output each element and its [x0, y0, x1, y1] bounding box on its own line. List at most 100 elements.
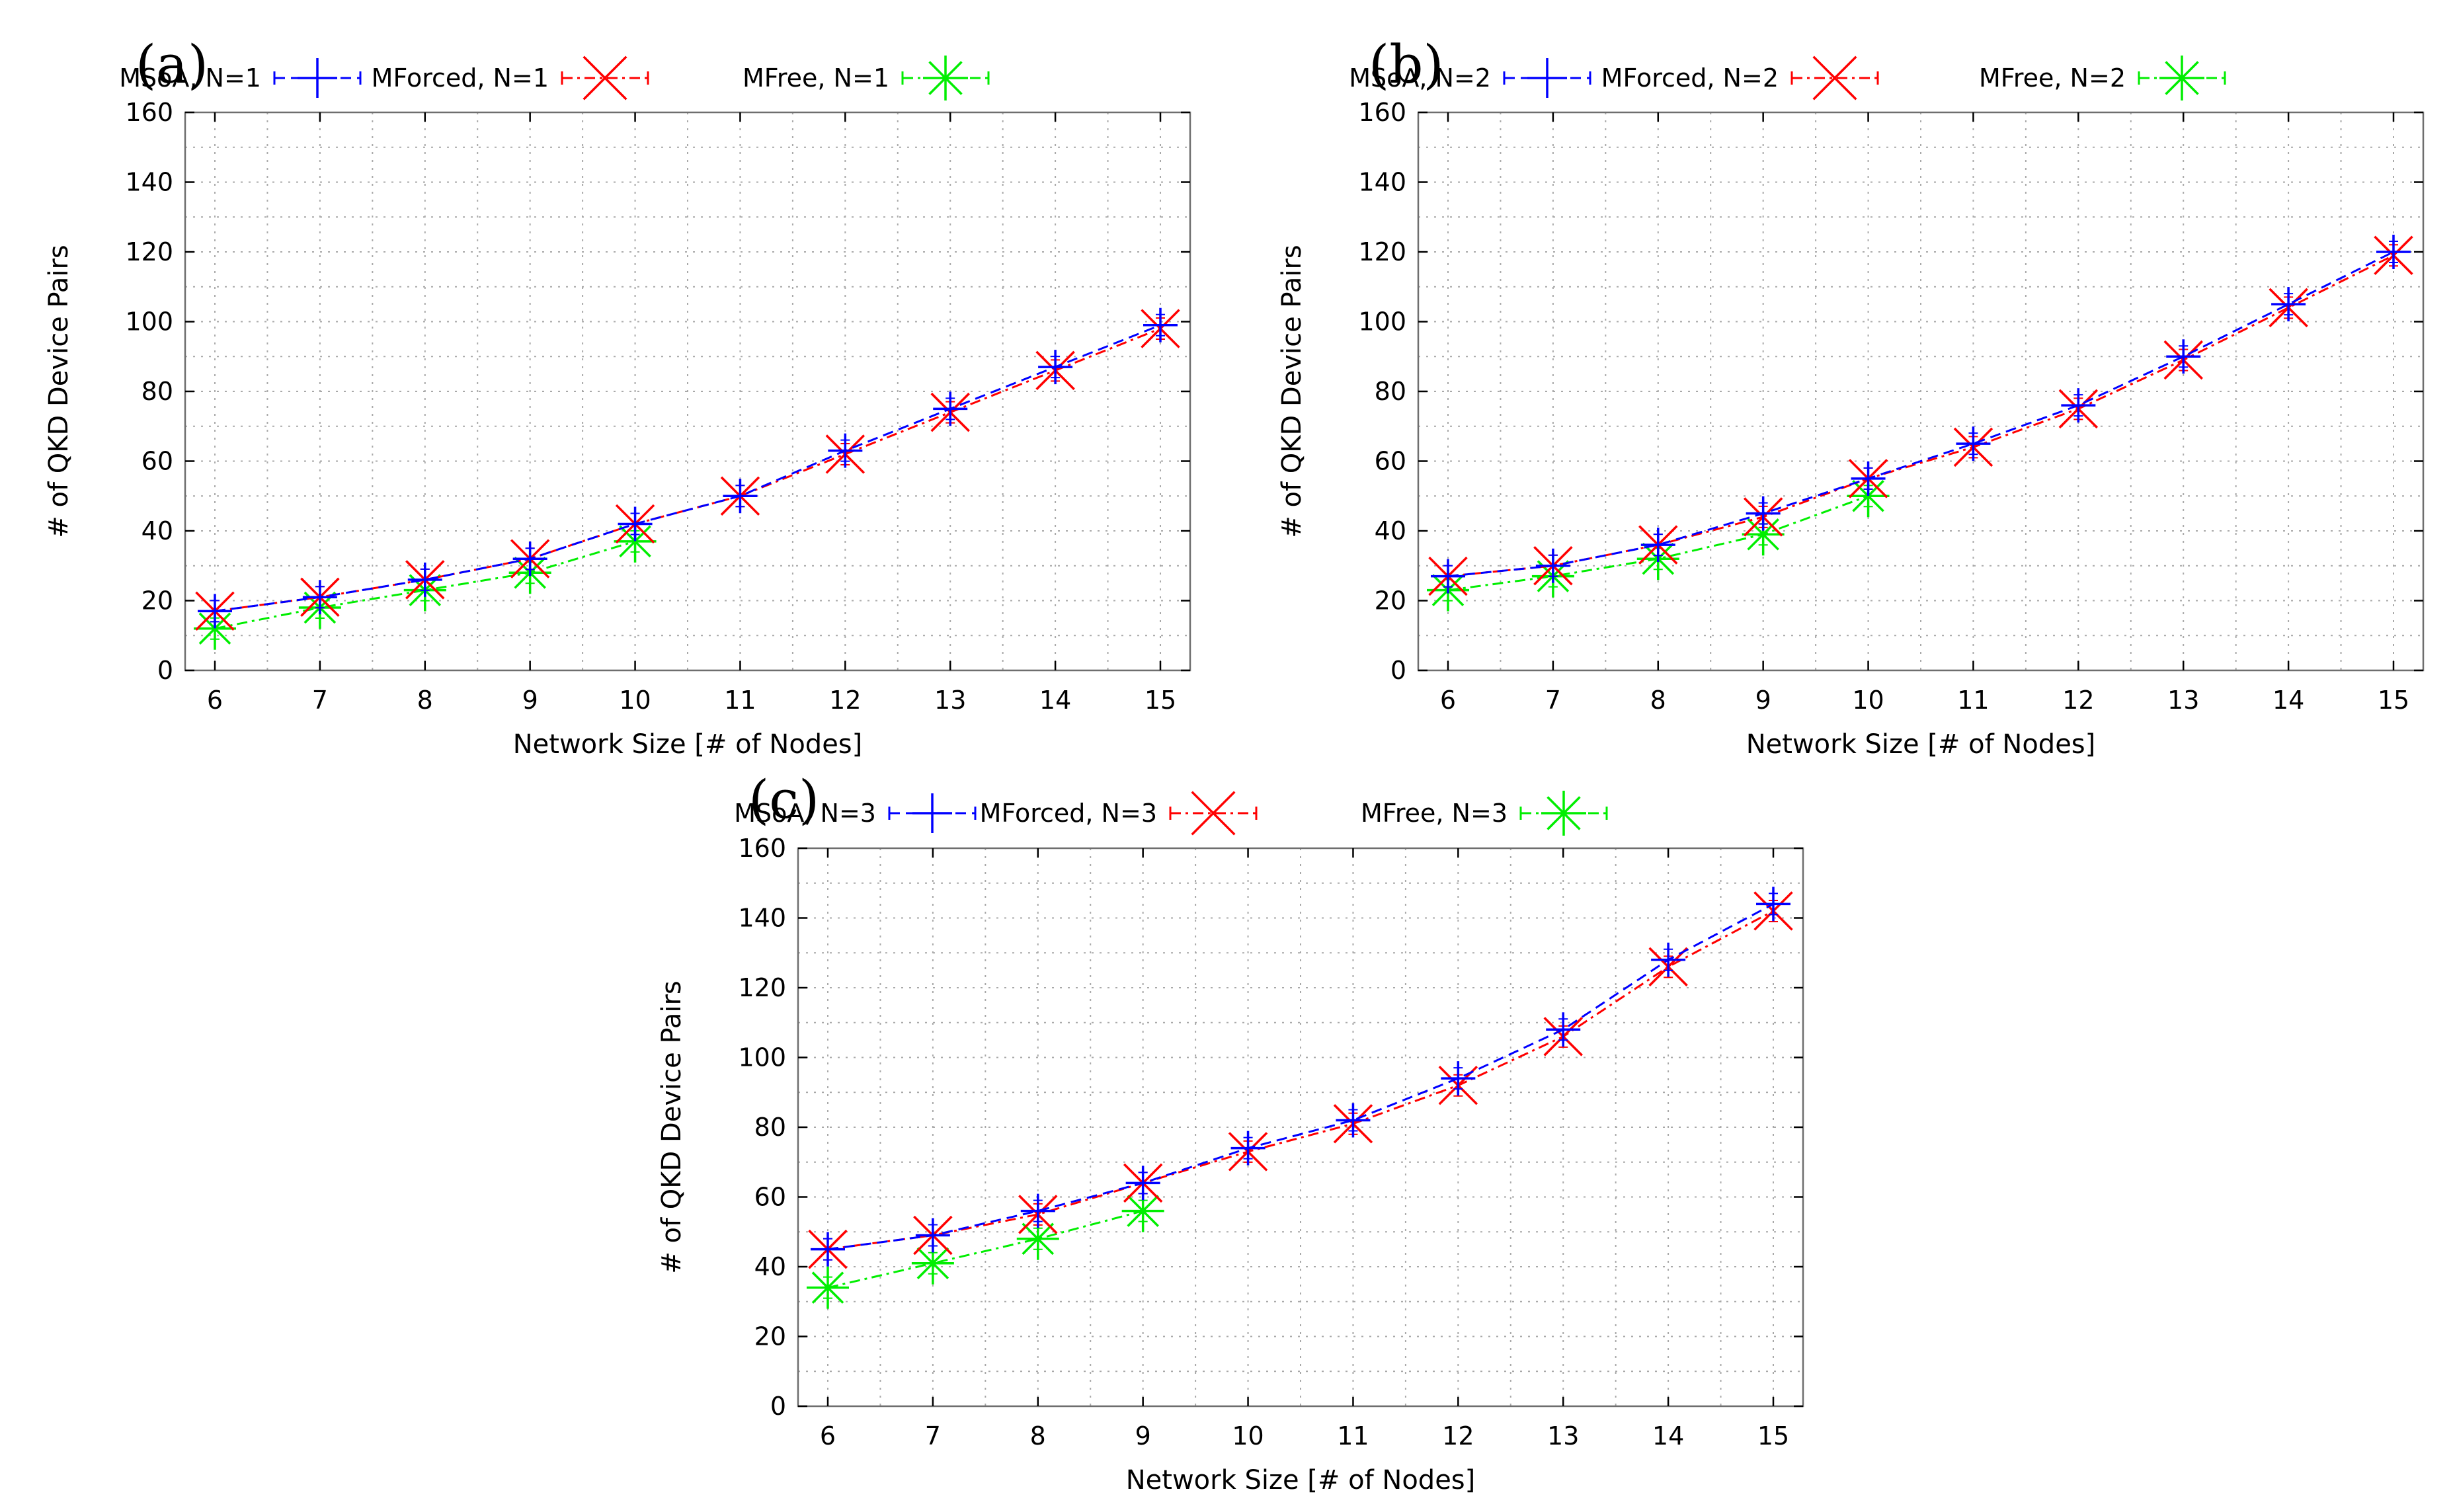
- data-point: [1746, 496, 1781, 531]
- x-tick-label: 9: [1755, 686, 1771, 715]
- x-tick-label: 6: [207, 686, 223, 715]
- x-tick-label: 6: [820, 1421, 836, 1451]
- data-point: [911, 1242, 954, 1285]
- y-tick-label: 20: [1375, 586, 1406, 616]
- chart-panel-1: 0 20 40 60 80 100 120 140 160 6 7 8 9 10 11 12 13 14 15 Net…: [44, 34, 1191, 760]
- data-point: [1431, 559, 1465, 594]
- y-tick-label: 0: [770, 1392, 786, 1421]
- x-tick-label: 13: [1547, 1421, 1579, 1451]
- x-axis-title: Network Size [# of Nodes]: [513, 729, 863, 760]
- series-line: [827, 903, 1774, 1251]
- y-tick-label: 140: [125, 168, 173, 197]
- x-axis-title: Network Size [# of Nodes]: [1126, 1465, 1476, 1495]
- y-tick-label: 80: [141, 377, 173, 406]
- legend-entry: MSoA, N=3: [734, 793, 977, 833]
- data-point: [1143, 307, 1178, 342]
- legend-marker: [1541, 791, 1586, 836]
- legend-entry: MFree, N=2: [1979, 56, 2226, 100]
- x-tick-label: 7: [925, 1421, 941, 1451]
- x-tick-label: 11: [1957, 686, 1989, 715]
- series-line: [214, 324, 1161, 612]
- data-point: [1020, 1193, 1055, 1228]
- legend-entry: MSoA, N=1: [119, 58, 362, 98]
- data-point: [1546, 1012, 1581, 1047]
- data-point: [194, 607, 236, 650]
- y-axis-title: # of QKD Device Pairs: [657, 980, 687, 1273]
- chart-panel-2: 0 20 40 60 80 100 120 140 160 6 7 8 9 10 11 12 13 14 15 Net…: [1277, 34, 2425, 760]
- data-point: [807, 1266, 849, 1309]
- y-tick-label: 100: [1358, 307, 1406, 337]
- x-tick-label: 15: [1757, 1421, 1789, 1451]
- data-point: [614, 520, 657, 563]
- legend-entry: MFree, N=1: [743, 56, 990, 100]
- y-tick-label: 20: [754, 1322, 786, 1351]
- data-point: [1230, 1131, 1266, 1166]
- panel-label: (c): [748, 769, 819, 830]
- data-point: [1125, 1166, 1160, 1201]
- series-msoa: [198, 307, 1178, 629]
- data-point: [1742, 513, 1785, 556]
- legend-label: MSoA, N=3: [734, 799, 876, 828]
- x-tick-label: 9: [1135, 1421, 1151, 1451]
- x-tick-label: 14: [1039, 686, 1071, 715]
- legend-marker: [583, 56, 627, 100]
- series-line: [827, 1210, 1144, 1289]
- legend-marker: [923, 56, 968, 100]
- series-line: [827, 910, 1774, 1251]
- y-tick-label: 20: [141, 586, 173, 616]
- data-point: [1847, 475, 1890, 518]
- legend-label: MForced, N=1: [372, 63, 549, 93]
- data-point: [1651, 942, 1686, 977]
- series-line: [1447, 251, 2394, 578]
- y-tick-label: 40: [141, 516, 173, 545]
- data-point: [828, 433, 863, 468]
- data-point: [1640, 528, 1675, 563]
- data-point: [302, 580, 337, 615]
- x-tick-label: 12: [829, 686, 861, 715]
- legend-label: MSoA, N=2: [1349, 63, 1491, 93]
- y-tick-label: 0: [157, 656, 173, 685]
- legend-entry: MForced, N=3: [980, 791, 1258, 836]
- panel-label: (b): [1369, 34, 1444, 95]
- y-tick-label: 40: [754, 1252, 786, 1281]
- legend-marker: [1191, 791, 1236, 836]
- data-point: [1535, 548, 1570, 583]
- data-point: [1336, 1103, 1371, 1138]
- y-tick-label: 60: [141, 447, 173, 476]
- data-point: [407, 562, 442, 597]
- legend-entry: MSoA, N=2: [1349, 58, 1591, 98]
- y-tick-label: 0: [1390, 656, 1406, 685]
- data-point: [2376, 235, 2411, 269]
- x-tick-label: 8: [1650, 686, 1666, 715]
- legend-entry: MForced, N=1: [372, 56, 649, 100]
- data-point: [915, 1218, 950, 1253]
- data-point: [1956, 426, 1991, 461]
- legend-marker: [298, 58, 337, 98]
- data-point: [723, 479, 758, 514]
- data-point: [618, 506, 653, 541]
- legend-entry: MForced, N=2: [1601, 56, 1879, 100]
- legend-marker: [1527, 58, 1567, 98]
- y-tick-label: 120: [1358, 237, 1406, 266]
- series-line: [214, 540, 635, 630]
- panel-label: (a): [136, 34, 208, 95]
- x-tick-label: 7: [1545, 686, 1561, 715]
- data-point: [2166, 339, 2201, 374]
- y-tick-label: 80: [1375, 377, 1406, 406]
- x-tick-label: 9: [522, 686, 538, 715]
- data-point: [933, 391, 968, 426]
- x-tick-label: 11: [724, 686, 756, 715]
- series-msoa: [811, 887, 1790, 1267]
- data-point: [512, 541, 547, 577]
- y-tick-label: 160: [738, 834, 786, 863]
- x-tick-label: 14: [2272, 686, 2304, 715]
- data-point: [2271, 287, 2306, 322]
- x-tick-label: 13: [934, 686, 966, 715]
- x-tick-label: 15: [2378, 686, 2409, 715]
- x-tick-label: 14: [1652, 1421, 1684, 1451]
- legend-marker: [912, 793, 952, 833]
- x-tick-label: 7: [312, 686, 328, 715]
- data-point: [1038, 350, 1073, 385]
- legend-label: MFree, N=1: [743, 63, 889, 93]
